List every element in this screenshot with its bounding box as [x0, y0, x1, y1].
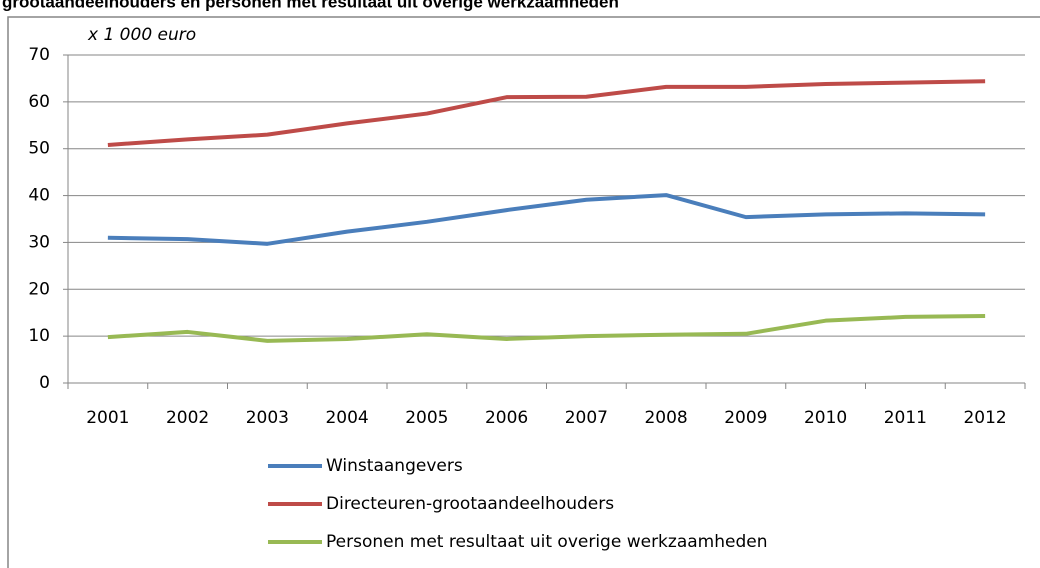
y-tick-label: 40	[28, 186, 50, 206]
x-tick-label: 2001	[86, 408, 129, 428]
y-tick-label: 30	[28, 232, 50, 252]
data-line	[107, 313, 986, 343]
legend-label: Winstaangevers	[326, 456, 463, 476]
x-tick-label: 2003	[246, 408, 289, 428]
y-tick-label: 60	[28, 92, 50, 112]
x-tick-label: 2004	[325, 408, 368, 428]
x-tick-label: 2005	[405, 408, 448, 428]
x-tick-label: 2008	[644, 408, 687, 428]
data-line	[107, 193, 986, 246]
legend-label: Personen met resultaat uit overige werkz…	[326, 532, 767, 552]
y-unit-label: x 1 000 euro	[87, 25, 196, 45]
x-tick-label: 2007	[565, 408, 608, 428]
legend-label: Directeuren-grootaandeelhouders	[326, 494, 614, 514]
chart-frame	[7, 16, 1040, 568]
x-tick-label: 2002	[166, 408, 209, 428]
x-tick-label: 2009	[724, 408, 767, 428]
y-tick-label: 0	[39, 373, 50, 393]
y-tick-label: 10	[28, 326, 50, 346]
y-tick-label: 70	[28, 45, 50, 65]
y-tick-label: 50	[28, 139, 50, 159]
x-tick-label: 2011	[884, 408, 927, 428]
x-tick-label: 2006	[485, 408, 528, 428]
x-tick-label: 2010	[804, 408, 847, 428]
data-line	[107, 79, 986, 147]
y-tick-label: 20	[28, 279, 50, 299]
x-tick-label: 2012	[963, 408, 1006, 428]
chart-title: grootaandeelhouders en personen met resu…	[2, 0, 619, 11]
